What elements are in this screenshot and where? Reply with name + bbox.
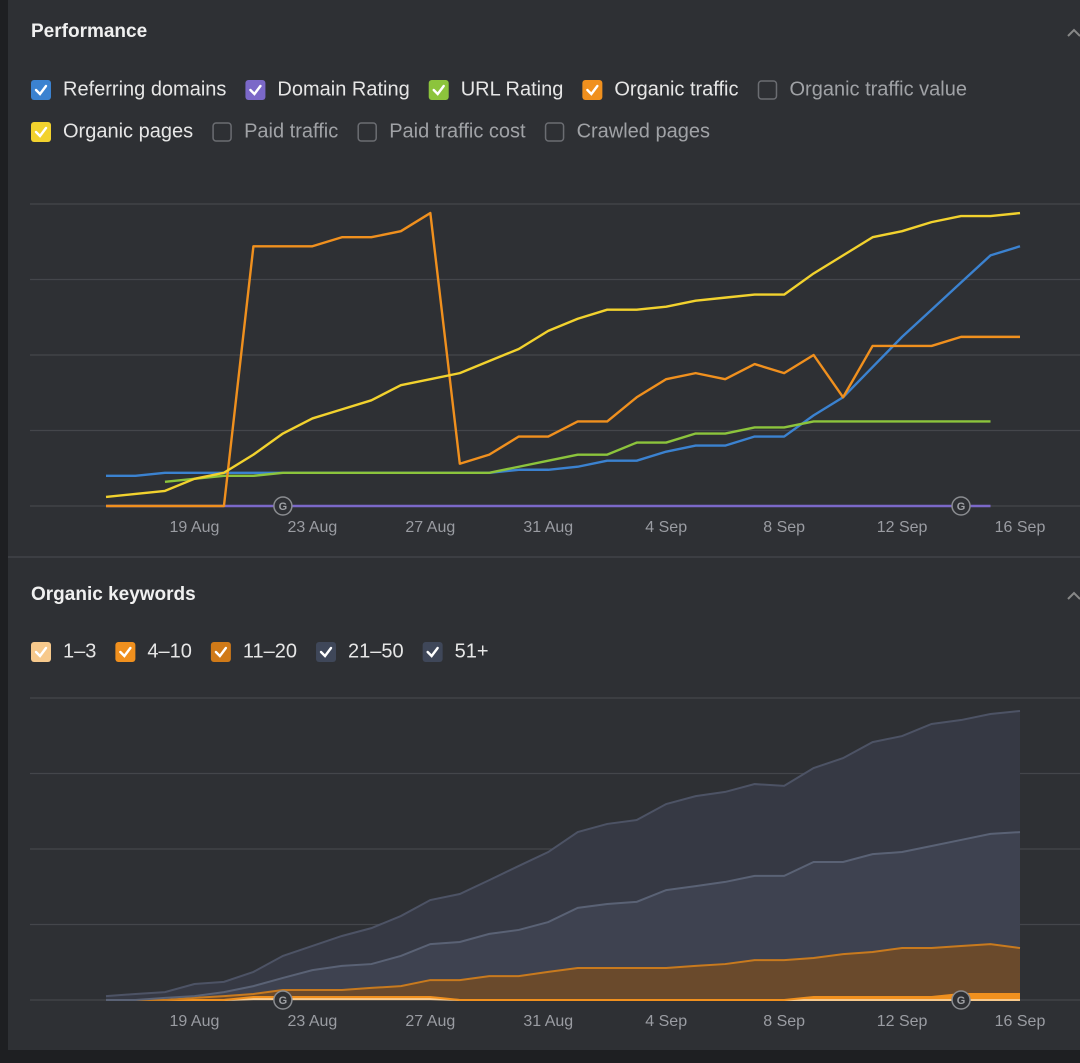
collapse-icon[interactable]	[1067, 28, 1080, 37]
x-tick-label: 23 Aug	[287, 1013, 337, 1030]
legend-checkbox[interactable]	[212, 122, 232, 142]
check-mark	[34, 84, 48, 96]
area-line	[106, 831, 1021, 1001]
legend-label[interactable]: 1–3	[63, 640, 96, 662]
legend-checkbox[interactable]	[31, 642, 51, 662]
legend-label[interactable]: URL Rating	[461, 78, 564, 100]
area-line	[105, 709, 1021, 998]
x-tick-label: 8 Sep	[763, 1013, 805, 1030]
series-line	[105, 211, 1021, 499]
x-tick-label: 12 Sep	[877, 519, 928, 536]
area	[106, 944, 1020, 1000]
x-tick-label: 27 Aug	[405, 1013, 455, 1030]
legend-checkbox[interactable]	[31, 80, 51, 100]
check-mark	[119, 646, 132, 658]
legend-checkbox[interactable]	[31, 122, 51, 142]
legend-checkbox[interactable]	[422, 642, 443, 662]
series-line	[164, 420, 991, 484]
annotation-label: G	[957, 501, 966, 513]
x-tick-label: 16 Sep	[995, 1013, 1046, 1030]
x-tick-label: 31 Aug	[523, 1013, 573, 1030]
collapse-icon[interactable]	[1067, 591, 1080, 600]
legend-label[interactable]: 4–10	[147, 640, 192, 662]
x-tick-label: 8 Sep	[763, 519, 805, 536]
legend-label[interactable]: Paid traffic	[244, 120, 338, 142]
legend-label[interactable]: 51+	[455, 640, 489, 662]
x-tick-label: 19 Aug	[170, 519, 220, 536]
legend-label[interactable]: 21–50	[348, 640, 404, 662]
check-mark	[432, 84, 445, 96]
legend-checkbox[interactable]	[757, 80, 778, 100]
section-title: Performance	[31, 21, 147, 42]
legend-label[interactable]: 11–20	[243, 640, 297, 662]
legend-label[interactable]: Organic traffic	[614, 78, 738, 100]
x-tick-label: 16 Sep	[995, 519, 1046, 536]
x-tick-label: 4 Sep	[645, 1013, 687, 1030]
legend-checkbox[interactable]	[210, 642, 231, 662]
x-tick-label: 31 Aug	[523, 519, 573, 536]
x-tick-label: 23 Aug	[287, 519, 337, 536]
legend-checkbox[interactable]	[316, 642, 337, 662]
section-title: Organic keywords	[31, 584, 196, 605]
legend-label[interactable]: Referring domains	[63, 78, 226, 100]
legend-label[interactable]: Organic pages	[63, 120, 193, 142]
legend-checkbox[interactable]	[245, 80, 266, 100]
x-tick-label: 4 Sep	[645, 519, 687, 536]
check-mark	[249, 84, 262, 96]
check-mark	[586, 84, 599, 96]
check-mark	[426, 646, 439, 658]
legend-checkbox[interactable]	[357, 122, 377, 142]
legend-checkbox[interactable]	[115, 642, 136, 662]
check-mark	[34, 646, 48, 658]
annotation-label: G	[279, 501, 288, 513]
legend-label[interactable]: Domain Rating	[277, 78, 409, 100]
area	[106, 710, 1020, 1000]
check-mark	[214, 646, 228, 658]
series-line	[106, 245, 1021, 477]
check-mark	[319, 646, 333, 658]
check-mark	[34, 126, 48, 138]
annotation-marker[interactable]	[951, 990, 971, 1010]
legend-label[interactable]: Organic traffic value	[789, 78, 967, 100]
area-line	[106, 943, 1021, 1001]
legend-checkbox[interactable]	[428, 80, 449, 100]
x-tick-label: 27 Aug	[405, 519, 455, 536]
x-tick-label: 12 Sep	[877, 1013, 928, 1030]
series-line	[106, 211, 1020, 508]
legend-checkbox[interactable]	[582, 80, 603, 100]
legend-checkbox[interactable]	[544, 122, 565, 142]
annotation-label: G	[279, 995, 288, 1007]
legend-label[interactable]: Paid traffic cost	[389, 120, 526, 142]
annotation-marker[interactable]	[951, 496, 971, 516]
area-line	[106, 992, 1020, 1001]
x-tick-label: 19 Aug	[170, 1013, 220, 1030]
annotation-marker[interactable]	[273, 496, 293, 516]
legend-label[interactable]: Crawled pages	[577, 120, 710, 142]
annotation-marker[interactable]	[273, 990, 293, 1010]
annotation-label: G	[957, 995, 966, 1007]
